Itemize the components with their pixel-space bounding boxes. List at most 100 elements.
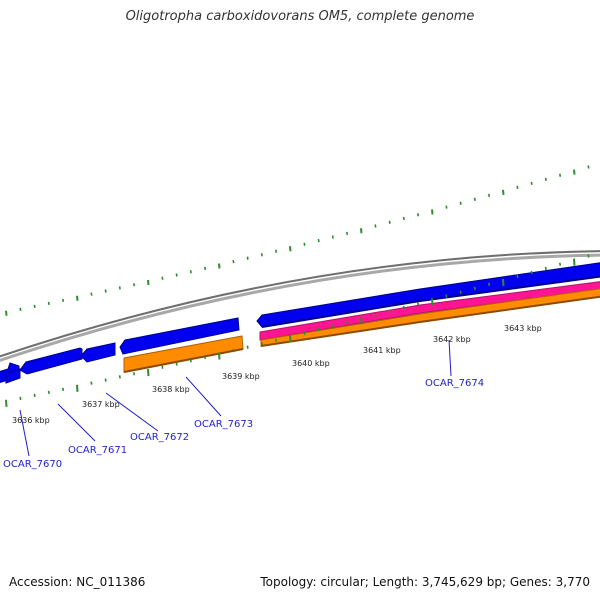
ruler-tick xyxy=(246,256,249,260)
ruler-label: 3643 kbp xyxy=(504,324,542,333)
ruler-tick xyxy=(218,263,221,269)
reverse-cds-shadow xyxy=(260,295,600,347)
ruler-tick xyxy=(445,205,448,209)
leader-line xyxy=(185,376,222,417)
ruler-tick xyxy=(488,193,491,198)
ruler-tick xyxy=(516,274,519,279)
ruler-tick xyxy=(204,266,207,271)
ruler-tick xyxy=(374,224,377,228)
reverse-strand-track xyxy=(123,288,600,373)
ruler-tick xyxy=(573,258,576,266)
ruler-tick xyxy=(62,387,65,391)
forward-cds-arrow[interactable] xyxy=(19,347,83,375)
gene-label-ocar-7673[interactable]: OCAR_7673 xyxy=(194,419,253,430)
ruler-tick xyxy=(232,259,235,264)
ruler-label: 3638 kbp xyxy=(152,385,190,394)
ruler-tick xyxy=(161,276,164,280)
ruler-tick xyxy=(459,201,462,205)
ruler-tick xyxy=(431,209,434,215)
ruler-tick xyxy=(33,304,36,308)
ruler-label: 3640 kbp xyxy=(292,359,330,368)
forward-cds-arrow[interactable] xyxy=(5,368,21,384)
ruler-tick xyxy=(559,262,562,266)
forward-cds-arrow[interactable] xyxy=(80,342,116,363)
ruler-tick xyxy=(5,399,8,407)
genome-backbone xyxy=(0,250,600,358)
ruler-tick xyxy=(317,238,320,243)
map-title: Oligotropha carboxidovorans OM5, complet… xyxy=(125,9,475,24)
ruler-tick xyxy=(502,278,505,286)
ruler-tick xyxy=(189,270,192,274)
ruler-tick xyxy=(530,181,533,186)
ruler-tick xyxy=(104,289,107,293)
ruler-tick xyxy=(232,348,235,353)
gene-labels: OCAR_7670 OCAR_7671 OCAR_7672 OCAR_7673 … xyxy=(3,378,484,470)
gc-content-track xyxy=(259,281,600,341)
ruler-label: 3641 kbp xyxy=(363,346,401,355)
leader-line xyxy=(448,339,452,377)
ruler-tick xyxy=(260,342,263,346)
leader-line xyxy=(57,403,96,442)
ruler-tick xyxy=(473,286,476,290)
ruler-tick xyxy=(275,338,278,342)
gene-label-ocar-7671[interactable]: OCAR_7671 xyxy=(68,445,127,456)
ruler-tick xyxy=(133,283,136,287)
forward-cds-arrow[interactable] xyxy=(119,317,240,355)
ruler-tick xyxy=(76,384,79,392)
gene-label-ocar-7670[interactable]: OCAR_7670 xyxy=(3,459,62,470)
ruler-tick xyxy=(544,177,547,181)
ruler-tick xyxy=(5,310,8,316)
ruler-label: 3642 kbp xyxy=(433,335,471,344)
ruler-tick xyxy=(544,266,547,270)
ruler-tick xyxy=(388,220,391,224)
ruler-tick xyxy=(47,390,50,394)
ruler-tick xyxy=(402,216,405,221)
ruler-label: 3637 kbp xyxy=(82,400,120,409)
ruler-tick xyxy=(76,295,79,301)
ruler-tick xyxy=(360,228,363,234)
reverse-cds-shadow xyxy=(123,348,244,373)
ruler-tick xyxy=(175,362,178,366)
ruler-tick xyxy=(473,197,476,201)
ruler-label: 3639 kbp xyxy=(222,372,260,381)
ruler-label: 3636 kbp xyxy=(12,416,50,425)
ruler-tick xyxy=(331,235,334,239)
ruler-tick xyxy=(147,368,150,377)
ruler-tick xyxy=(133,372,136,376)
ruler-tick xyxy=(388,309,391,313)
ruler-tick xyxy=(573,169,576,175)
ruler-tick xyxy=(488,282,491,287)
ruler-tick xyxy=(360,317,363,325)
gene-label-ocar-7674[interactable]: OCAR_7674 xyxy=(425,378,484,389)
ruler-tick xyxy=(331,324,334,328)
ruler-tick xyxy=(19,307,22,311)
ruler-tick xyxy=(118,286,121,290)
ruler-tick xyxy=(402,305,405,310)
ruler-tick xyxy=(175,273,178,277)
ruler-tick xyxy=(431,298,434,306)
ruler-tick xyxy=(417,302,420,306)
gene-label-ocar-7672[interactable]: OCAR_7672 xyxy=(130,432,189,443)
ruler-tick xyxy=(161,365,164,369)
ruler-tick xyxy=(445,294,448,298)
ruler-tick xyxy=(502,189,505,196)
ruler-tick xyxy=(289,335,292,343)
ruler-tick xyxy=(33,393,36,397)
forward-strand-track xyxy=(0,262,600,384)
ruler-tick xyxy=(19,396,22,400)
ruler-tick xyxy=(587,254,590,258)
gene-leader-lines xyxy=(19,339,452,457)
ruler-tick xyxy=(275,249,278,253)
ruler-tick xyxy=(587,165,590,169)
ruler-tick xyxy=(47,301,50,305)
ruler-tick xyxy=(260,253,263,257)
accession-label: Accession: NC_011386 xyxy=(9,575,146,589)
ruler-tick xyxy=(90,381,93,385)
ruler-tick xyxy=(218,352,221,360)
ruler-tick xyxy=(559,173,562,177)
inner-ruler-ticks xyxy=(5,254,590,407)
ruler-tick xyxy=(516,185,519,190)
ruler-tick xyxy=(246,345,249,349)
ruler-tick xyxy=(104,378,107,382)
